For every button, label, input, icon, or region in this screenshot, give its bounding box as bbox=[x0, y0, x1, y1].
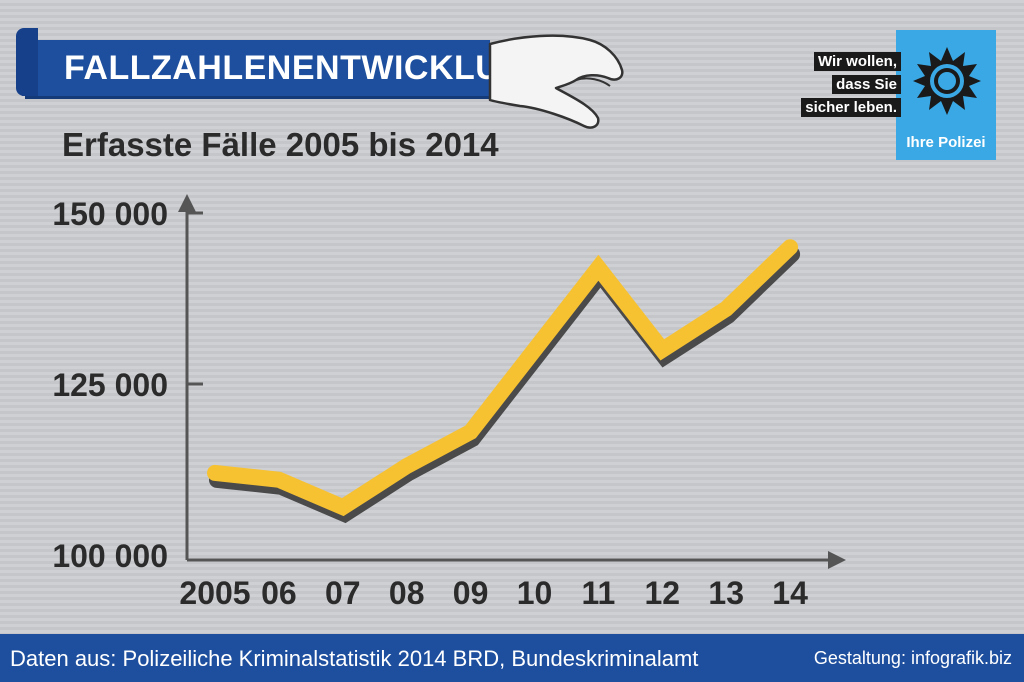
x-tick-label: 06 bbox=[261, 575, 297, 611]
data-point bbox=[214, 471, 216, 474]
logo-text-line3: sicher leben. bbox=[801, 98, 901, 117]
x-tick-label: 14 bbox=[772, 575, 808, 611]
title-banner: FALLZAHLENENTWICKLUNG bbox=[16, 28, 552, 96]
x-tick-label: 2005 bbox=[179, 575, 250, 611]
footer-bar: Daten aus: Polizeiliche Kriminalstatisti… bbox=[0, 634, 1024, 682]
x-tick-label: 13 bbox=[708, 575, 744, 611]
chart-subtitle: Erfasste Fälle 2005 bis 2014 bbox=[62, 126, 499, 163]
data-source-text: Daten aus: Polizeiliche Kriminalstatisti… bbox=[10, 646, 699, 671]
data-point bbox=[533, 348, 536, 351]
logo-text-line1: Wir wollen, bbox=[813, 52, 901, 71]
x-tick-label: 07 bbox=[325, 575, 361, 611]
line-chart: 150 000 125 000 100 000 2005 06 07 08 09 10 11 12 1… bbox=[52, 194, 846, 611]
x-tick-label: 08 bbox=[389, 575, 425, 611]
data-point bbox=[341, 506, 344, 509]
chart-ticks: 150 000 125 000 100 000 2005 06 07 08 09 10 11 12 1… bbox=[52, 196, 808, 611]
data-point bbox=[277, 478, 280, 481]
data-point bbox=[405, 465, 408, 468]
x-axis-arrow bbox=[828, 551, 846, 569]
hand-icon bbox=[488, 34, 624, 129]
design-credit-text: Gestaltung: infografik.biz bbox=[813, 648, 1012, 668]
data-point bbox=[661, 348, 664, 351]
x-tick-label: 10 bbox=[517, 575, 553, 611]
chart-title: FALLZAHLENENTWICKLUNG bbox=[64, 49, 553, 87]
data-point bbox=[597, 266, 600, 269]
data-point bbox=[469, 430, 472, 433]
police-star-icon bbox=[913, 47, 981, 115]
series-line bbox=[207, 239, 799, 517]
data-point bbox=[789, 246, 792, 249]
x-tick-label: 11 bbox=[581, 575, 615, 611]
y-tick-label: 100 000 bbox=[52, 538, 168, 574]
x-tick-label: 12 bbox=[645, 575, 681, 611]
y-axis-arrow bbox=[178, 194, 196, 212]
y-tick-label: 150 000 bbox=[52, 196, 168, 232]
logo-text-line4: Ihre Polizei bbox=[906, 134, 986, 151]
chart-series bbox=[207, 239, 801, 524]
x-tick-label: 09 bbox=[453, 575, 489, 611]
y-tick-label: 125 000 bbox=[52, 367, 168, 403]
logo-text-line2: dass Sie bbox=[832, 75, 901, 94]
police-logo: Wir wollen, dass Sie sicher leben. Ihre … bbox=[801, 30, 996, 160]
data-point bbox=[725, 307, 728, 310]
